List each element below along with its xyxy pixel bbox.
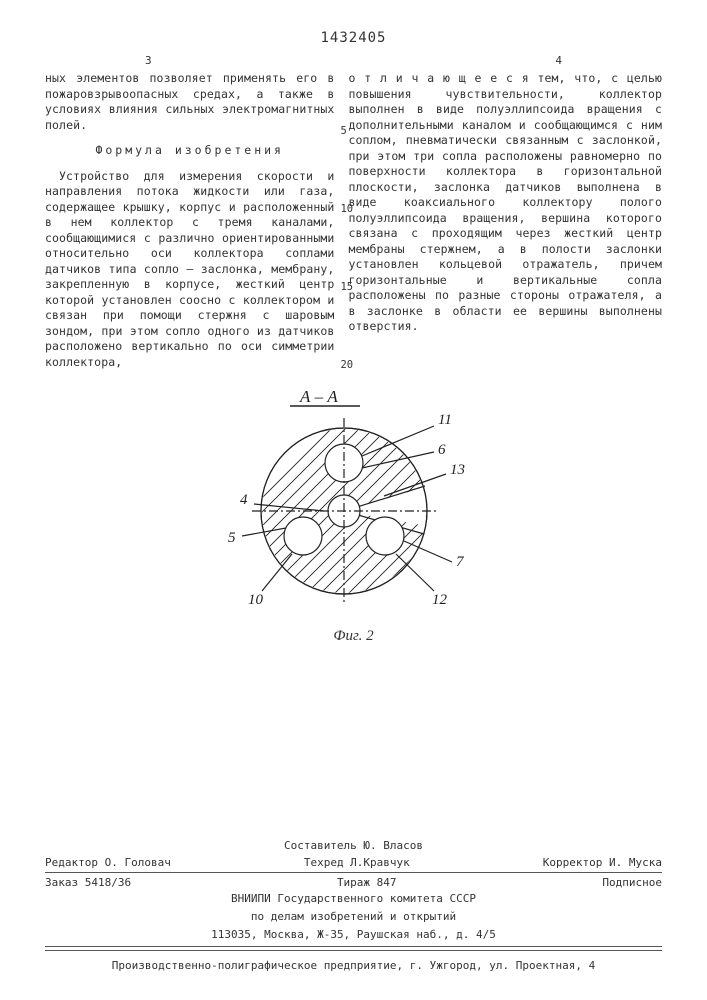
callout-label: 7 bbox=[456, 554, 465, 570]
figure-2-diagram: А – А bbox=[214, 386, 494, 616]
callout-label: 13 bbox=[450, 462, 465, 478]
line-number: 10 bbox=[340, 203, 353, 215]
footer-block: Составитель Ю. Власов Редактор О. Голова… bbox=[45, 836, 662, 972]
section-label: А – А bbox=[299, 387, 338, 406]
col-number-left: 3 bbox=[145, 54, 152, 67]
callout-label: 6 bbox=[438, 442, 446, 458]
figure-caption: Фиг. 2 bbox=[45, 628, 662, 645]
compiler-line: Составитель Ю. Власов bbox=[45, 839, 662, 854]
callout-label: 12 bbox=[432, 592, 448, 608]
line-number: 20 bbox=[340, 359, 353, 371]
patent-number: 1432405 bbox=[45, 30, 662, 46]
org-address: 113035, Москва, Ж-35, Раушская наб., д. … bbox=[45, 928, 662, 943]
formula-heading: Формула изобретения bbox=[45, 143, 334, 159]
line-number: 15 bbox=[340, 281, 353, 293]
org-line-2: по делам изобретений и открытий bbox=[45, 910, 662, 925]
col-number-right: 4 bbox=[555, 54, 562, 67]
editor-line: Редактор О. Головач bbox=[45, 856, 171, 869]
printer-line: Производственно-полиграфическое предприя… bbox=[45, 955, 662, 972]
order-number: Заказ 5418/36 bbox=[45, 876, 131, 889]
left-intro-paragraph: ных элементов позволяет применять его в … bbox=[45, 71, 334, 133]
callout-label: 4 bbox=[240, 492, 248, 508]
corrector-line: Корректор И. Муска bbox=[543, 856, 662, 869]
left-claim-paragraph: Устройство для измерения скорости и напр… bbox=[45, 169, 334, 371]
callout-label: 11 bbox=[438, 412, 452, 428]
callout-label: 10 bbox=[248, 592, 264, 608]
tirazh: Тираж 847 bbox=[337, 876, 397, 889]
line-number: 5 bbox=[340, 125, 346, 137]
callout-label: 5 bbox=[228, 530, 236, 546]
podpisnoe: Подписное bbox=[602, 876, 662, 889]
right-claim-paragraph: о т л и ч а ю щ е е с я тем, что, с цель… bbox=[348, 71, 662, 335]
techred-line: Техред Л.Кравчук bbox=[304, 856, 410, 869]
org-line-1: ВНИИПИ Государственного комитета СССР bbox=[45, 892, 662, 907]
